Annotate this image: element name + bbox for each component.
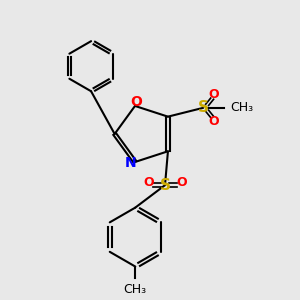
Text: CH₃: CH₃ <box>124 283 147 296</box>
Text: O: O <box>208 115 219 128</box>
Text: CH₃: CH₃ <box>230 101 253 114</box>
Text: O: O <box>143 176 154 189</box>
Text: N: N <box>125 157 136 170</box>
Text: S: S <box>160 178 170 193</box>
Text: O: O <box>130 94 142 109</box>
Text: O: O <box>176 176 187 189</box>
Text: S: S <box>198 100 209 115</box>
Text: O: O <box>208 88 219 101</box>
